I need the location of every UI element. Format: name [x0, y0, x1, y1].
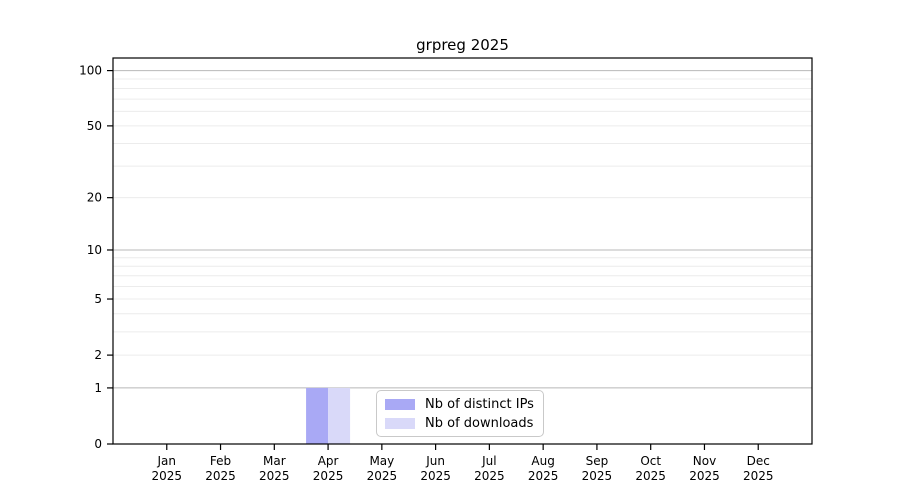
x-tick-label-year: 2025	[367, 469, 398, 483]
x-tick-label-month: Jul	[481, 454, 496, 468]
x-tick-label-month: Dec	[747, 454, 770, 468]
x-tick-label-year: 2025	[528, 469, 559, 483]
chart-title: grpreg 2025	[416, 36, 509, 54]
legend: Nb of distinct IPs Nb of downloads	[376, 390, 544, 437]
x-tick-label-year: 2025	[743, 469, 774, 483]
x-tick-label-year: 2025	[474, 469, 505, 483]
x-tick-label-month: Oct	[640, 454, 661, 468]
x-tick-label-year: 2025	[582, 469, 613, 483]
legend-swatch-downloads	[385, 417, 415, 429]
x-tick-label-year: 2025	[635, 469, 666, 483]
y-tick-label: 50	[87, 119, 102, 133]
y-tick-label: 2	[94, 348, 102, 362]
x-tick-label-month: May	[369, 454, 394, 468]
x-tick-label-year: 2025	[205, 469, 236, 483]
y-tick-label: 20	[87, 191, 102, 205]
x-tick-label-year: 2025	[689, 469, 720, 483]
x-tick-label-month: Aug	[531, 454, 554, 468]
bar-distinct-ips	[306, 387, 329, 444]
y-tick-label: 1	[94, 381, 102, 395]
x-tick-label-month: Feb	[210, 454, 231, 468]
y-tick-label: 10	[87, 243, 102, 257]
x-tick-label-year: 2025	[420, 469, 451, 483]
legend-label: Nb of downloads	[425, 415, 534, 431]
x-tick-label-month: Jan	[157, 454, 177, 468]
x-tick-label-month: Jun	[425, 454, 445, 468]
x-tick-label-month: Nov	[693, 454, 716, 468]
x-tick-label-year: 2025	[259, 469, 290, 483]
y-tick-label: 0	[94, 437, 102, 451]
x-tick-label-month: Apr	[318, 454, 339, 468]
legend-label: Nb of distinct IPs	[425, 396, 534, 412]
y-tick-label: 100	[79, 64, 102, 78]
legend-item: Nb of distinct IPs	[385, 397, 535, 412]
bar-downloads	[328, 387, 351, 444]
legend-swatch-distinct-ips	[385, 398, 415, 410]
x-tick-label-month: Sep	[586, 454, 609, 468]
x-tick-label-month: Mar	[263, 454, 286, 468]
plot-border	[112, 57, 813, 445]
x-tick-label-year: 2025	[313, 469, 344, 483]
legend-item: Nb of downloads	[385, 416, 535, 431]
y-tick-label: 5	[94, 292, 102, 306]
x-tick-label-year: 2025	[151, 469, 182, 483]
